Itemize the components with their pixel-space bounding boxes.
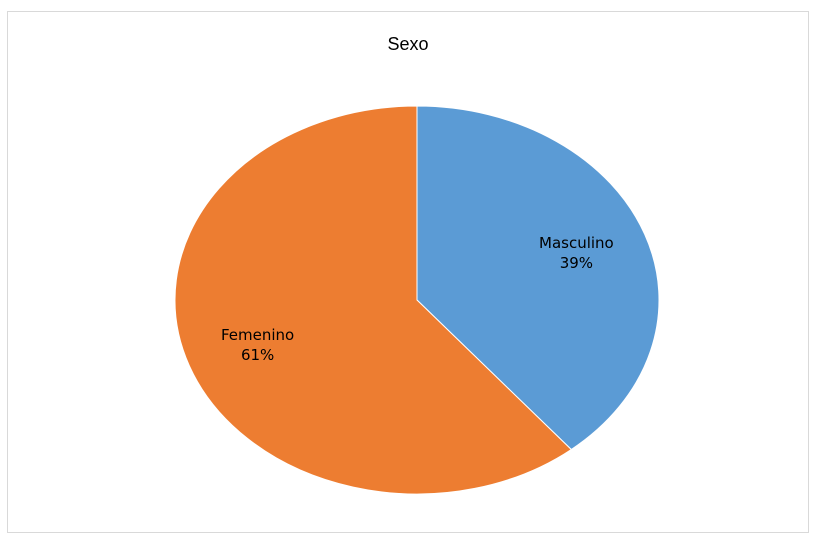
pie-slice-masculino (416, 105, 660, 451)
slice-label-value: 61% (241, 346, 274, 364)
pie-slice-femenino (174, 105, 573, 495)
slice-label-name: Masculino (539, 234, 614, 252)
chart-area: Sexo Masculino 39% Femenino 61% (7, 11, 809, 533)
pie-chart: Masculino 39% Femenino 61% (174, 105, 660, 495)
chart-title: Sexo (387, 34, 429, 54)
slice-label-name: Femenino (221, 326, 294, 344)
slice-label-value: 39% (560, 254, 593, 272)
